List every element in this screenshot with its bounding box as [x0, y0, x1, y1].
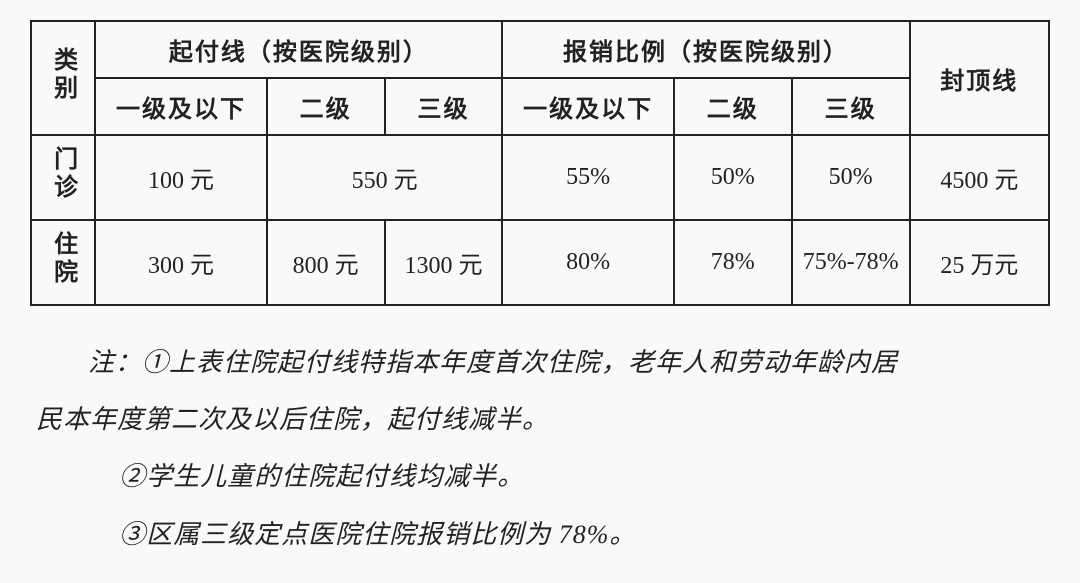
header-category-text: 类别 — [46, 47, 81, 103]
cell-out-cap: 4500 元 — [910, 135, 1049, 220]
cell-in-reim-l3: 75%-78% — [792, 220, 910, 305]
cell-in-ded-l2: 800 元 — [267, 220, 385, 305]
header-reim-l2: 二级 — [674, 78, 792, 135]
header-cap: 封顶线 — [910, 21, 1049, 135]
cell-out-ded-l1: 100 元 — [95, 135, 266, 220]
cell-in-cap: 25 万元 — [910, 220, 1049, 305]
header-ded-l2: 二级 — [267, 78, 385, 135]
header-reim-l3: 三级 — [792, 78, 910, 135]
cell-out-ded-l23: 550 元 — [267, 135, 503, 220]
cell-out-reim-l3: 50% — [792, 135, 910, 220]
header-ded-l1: 一级及以下 — [95, 78, 266, 135]
header-deductible-group: 起付线（按医院级别） — [95, 21, 502, 78]
cell-out-reim-l1: 55% — [502, 135, 673, 220]
header-reimburse-group: 报销比例（按医院级别） — [502, 21, 909, 78]
header-category: 类别 — [31, 21, 95, 135]
header-ded-l3: 三级 — [385, 78, 503, 135]
header-reim-l1: 一级及以下 — [502, 78, 673, 135]
row-label-outpatient: 门诊 — [31, 135, 95, 220]
footnotes: 注：①上表住院起付线特指本年度首次住院，老年人和劳动年龄内居 民本年度第二次及以… — [30, 334, 1050, 563]
cell-out-reim-l2: 50% — [674, 135, 792, 220]
reimbursement-table: 类别 起付线（按医院级别） 报销比例（按医院级别） 封顶线 一级及以下 二级 三… — [30, 20, 1050, 306]
footnote-3: ③区属三级定点医院住院报销比例为 78%。 — [36, 506, 1044, 563]
row-label-outpatient-text: 门诊 — [46, 146, 81, 202]
row-label-inpatient-text: 住院 — [46, 231, 81, 287]
footnote-2: ②学生儿童的住院起付线均减半。 — [36, 448, 1044, 505]
cell-in-ded-l3: 1300 元 — [385, 220, 503, 305]
footnote-1-line1: 注：①上表住院起付线特指本年度首次住院，老年人和劳动年龄内居 — [36, 334, 1044, 391]
cell-in-reim-l2: 78% — [674, 220, 792, 305]
table-row-outpatient: 门诊 100 元 550 元 55% 50% 50% 4500 元 — [31, 135, 1049, 220]
table-row-inpatient: 住院 300 元 800 元 1300 元 80% 78% 75%-78% 25… — [31, 220, 1049, 305]
cell-in-reim-l1: 80% — [502, 220, 673, 305]
table-header-row-2: 一级及以下 二级 三级 一级及以下 二级 三级 — [31, 78, 1049, 135]
row-label-inpatient: 住院 — [31, 220, 95, 305]
table-header-row-1: 类别 起付线（按医院级别） 报销比例（按医院级别） 封顶线 — [31, 21, 1049, 78]
footnote-1-line2: 民本年度第二次及以后住院，起付线减半。 — [36, 391, 1044, 448]
cell-in-ded-l1: 300 元 — [95, 220, 266, 305]
